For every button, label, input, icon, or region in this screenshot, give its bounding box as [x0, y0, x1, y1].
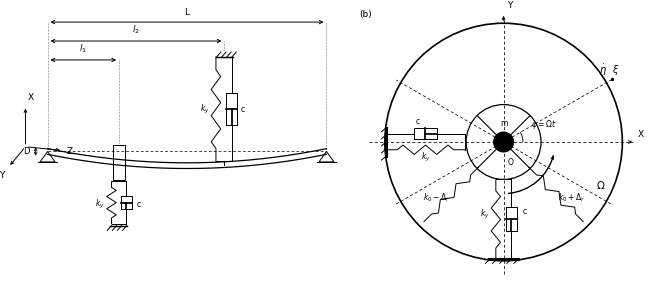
Text: D: D [23, 147, 29, 156]
Text: c: c [241, 105, 245, 114]
Text: $k_y$: $k_y$ [480, 208, 490, 221]
Text: Z: Z [67, 147, 73, 156]
Text: $\dot{\eta}$: $\dot{\eta}$ [600, 63, 607, 78]
Text: $k_y$: $k_y$ [200, 103, 210, 116]
Text: c: c [522, 207, 526, 216]
Text: (b): (b) [359, 10, 372, 19]
Text: $\xi$: $\xi$ [612, 63, 620, 77]
Text: $k_0+\Delta_r$: $k_0+\Delta_r$ [558, 192, 585, 204]
Text: X: X [28, 93, 34, 102]
Circle shape [494, 132, 514, 152]
Text: c: c [416, 117, 420, 126]
Text: L: L [185, 8, 189, 17]
Text: $k_y$: $k_y$ [421, 151, 430, 164]
Text: Y: Y [507, 1, 512, 10]
Text: c: c [136, 200, 141, 209]
Text: $\Omega$: $\Omega$ [596, 179, 606, 191]
Text: $\varphi{=}\Omega t$: $\varphi{=}\Omega t$ [531, 118, 556, 131]
Text: $l_2$: $l_2$ [132, 24, 140, 36]
Text: $k_y$: $k_y$ [95, 198, 105, 211]
Text: $l_1$: $l_1$ [79, 43, 87, 55]
Text: X: X [638, 130, 644, 139]
Text: $k_0-\Delta_r$: $k_0-\Delta_r$ [424, 192, 450, 204]
Text: Y: Y [0, 171, 5, 180]
Text: m: m [500, 119, 508, 128]
Text: O: O [508, 158, 514, 167]
